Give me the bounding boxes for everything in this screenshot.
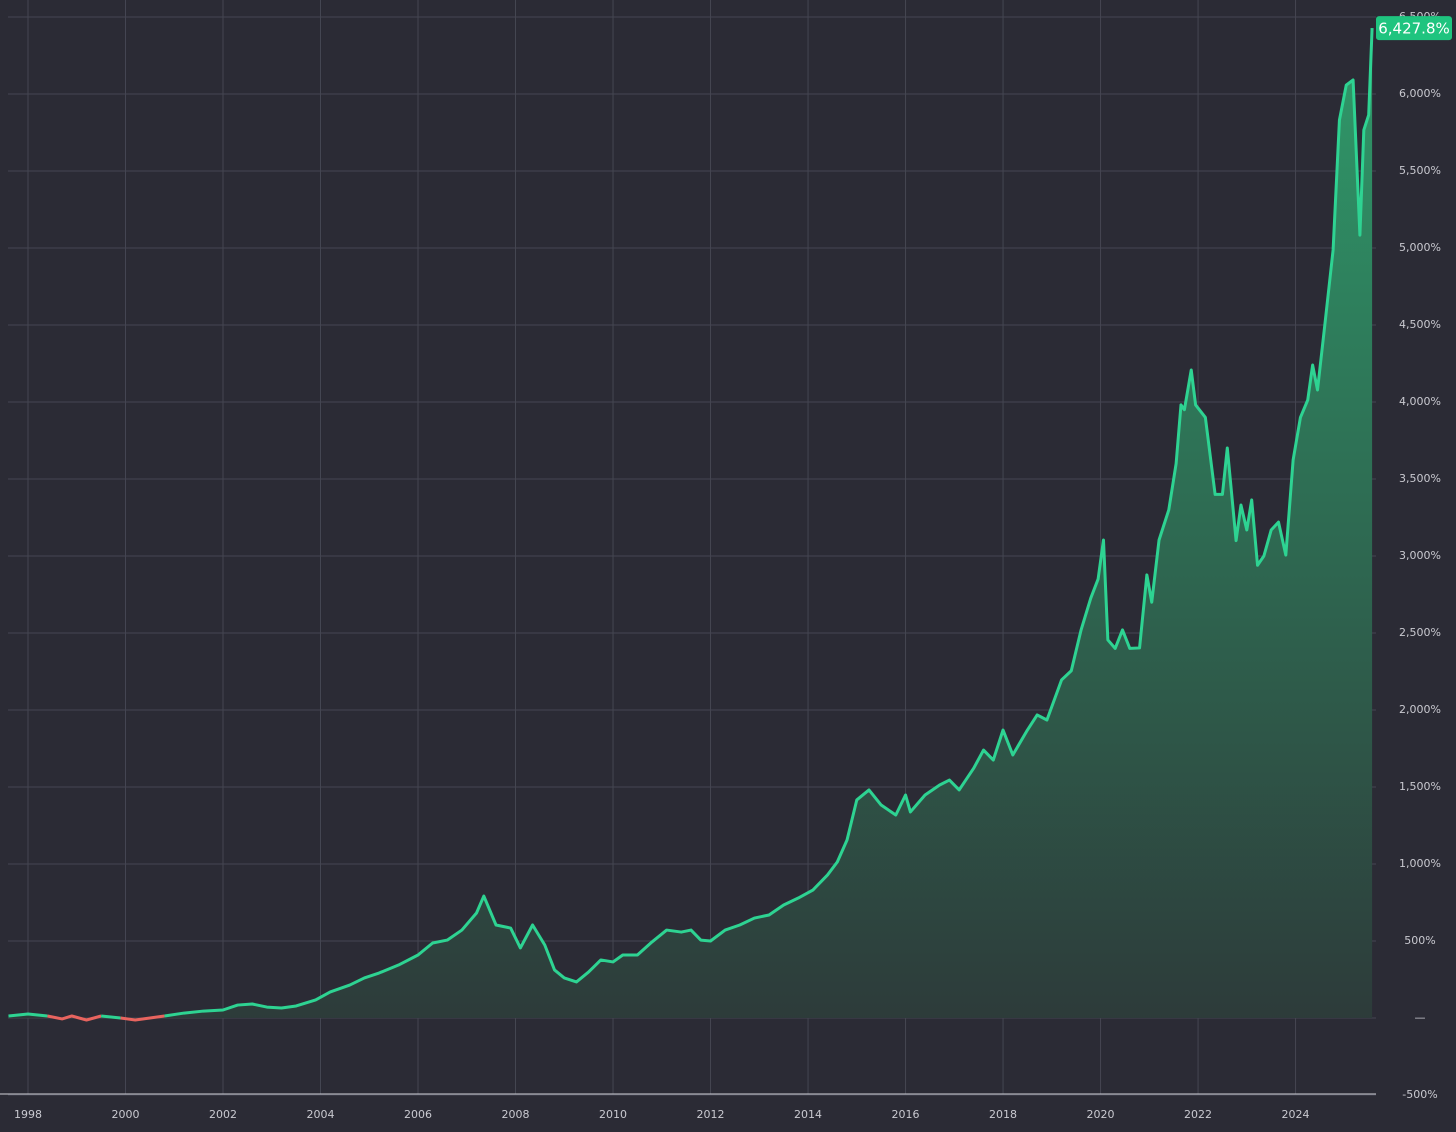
x-tick-label: 2014 — [794, 1108, 822, 1121]
x-tick-label: 2006 — [404, 1108, 432, 1121]
x-tick-label: 2008 — [502, 1108, 530, 1121]
line — [47, 1014, 102, 1022]
area — [8, 28, 1373, 1021]
line — [120, 1014, 165, 1022]
y-tick-label: 3,500% — [1399, 472, 1441, 485]
line — [8, 1012, 48, 1018]
y-tick-label: — — [1415, 1011, 1426, 1024]
y-tick-label: 6,000% — [1399, 87, 1441, 100]
x-tick-label: 2018 — [989, 1108, 1017, 1121]
y-tick-label: 3,000% — [1399, 549, 1441, 562]
y-tick-label: 5,500% — [1399, 164, 1441, 177]
current-badge — [1376, 16, 1452, 41]
current-label: 6,427.8% — [1378, 20, 1450, 38]
x-tick-label: 2012 — [697, 1108, 725, 1121]
x-tick-label: 1998 — [14, 1108, 42, 1121]
x-tick-label: 2004 — [307, 1108, 335, 1121]
x-tick-label: 2020 — [1087, 1108, 1115, 1121]
x-tick-label: 2000 — [111, 1108, 139, 1121]
y-tick-label: 4,000% — [1399, 395, 1441, 408]
x-tick-label: 2016 — [892, 1108, 920, 1121]
y-tick-label: 500% — [1404, 934, 1435, 947]
x-tick-label: 2010 — [599, 1108, 627, 1121]
y-tick-label: 2,000% — [1399, 703, 1441, 716]
y-tick-label: 1,500% — [1399, 780, 1441, 793]
y-tick-label: 1,000% — [1399, 857, 1441, 870]
x-tick-label: 2022 — [1184, 1108, 1212, 1121]
x-tick-label: 2024 — [1282, 1108, 1310, 1121]
y-tick-label: 4,500% — [1399, 318, 1441, 331]
x-tick-label: 2002 — [209, 1108, 237, 1121]
y-tick-label: 2,500% — [1399, 626, 1441, 639]
y-tick-label: 5,000% — [1399, 241, 1441, 254]
line — [100, 1014, 121, 1020]
y-tick-label: -500% — [1402, 1088, 1437, 1101]
line — [164, 28, 1374, 1018]
